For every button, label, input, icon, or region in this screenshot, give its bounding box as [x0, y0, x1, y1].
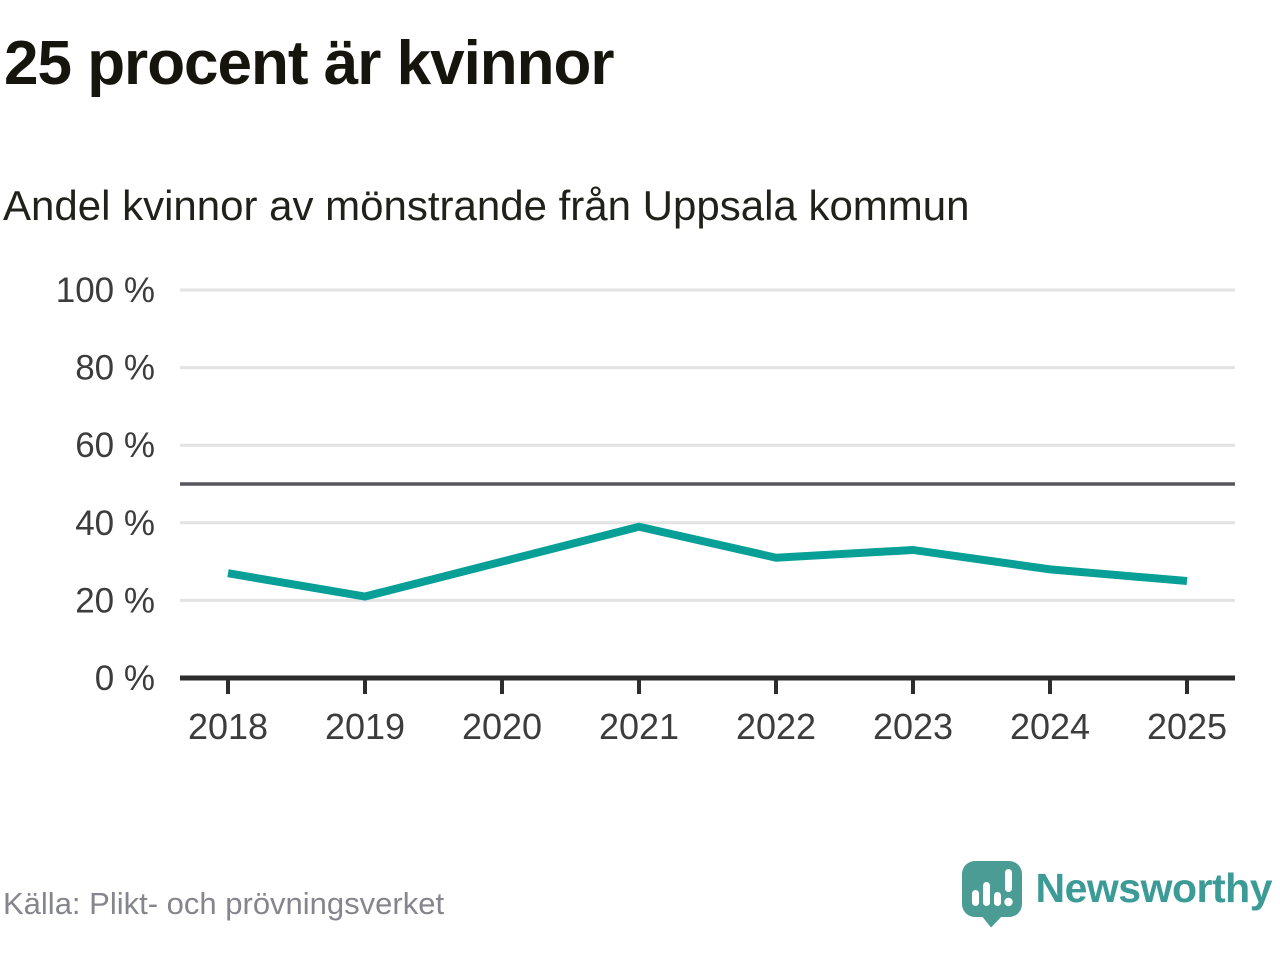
- chart-title: 25 procent är kvinnor: [4, 29, 615, 98]
- chart-subtitle: Andel kvinnor av mönstrande från Uppsala…: [3, 182, 970, 229]
- x-axis-label-2023: 2023: [873, 706, 953, 747]
- y-axis-label-80: 80 %: [75, 349, 155, 388]
- line-chart: 2018 2019 2020 2021 2022 2023 2024 2025 0 % 20 % 4…: [56, 271, 1235, 747]
- x-axis-label-2018: 2018: [188, 706, 268, 747]
- newsworthy-bubble-barchart-icon: [961, 861, 1022, 928]
- y-axis-label-40: 40 %: [75, 504, 155, 543]
- x-axis-label-2019: 2019: [325, 706, 405, 747]
- y-axis-label-60: 60 %: [75, 426, 155, 465]
- x-axis-label-2020: 2020: [462, 706, 542, 747]
- x-axis-label-2021: 2021: [599, 706, 679, 747]
- y-axis-label-0: 0 %: [95, 659, 155, 698]
- y-axis-label-100: 100 %: [56, 271, 155, 310]
- newsworthy-wordmark: Newsworthy: [1035, 864, 1273, 911]
- y-axis-label-20: 20 %: [75, 581, 155, 620]
- x-axis-label-2025: 2025: [1147, 706, 1227, 747]
- data-line-andel-kvinnor-av-mönstrande: [227, 522, 1188, 601]
- x-axis-label-2024: 2024: [1010, 706, 1090, 747]
- source-text: Källa: Plikt- och prövningsverket: [3, 886, 445, 921]
- newsworthy-logo: Newsworthy: [960, 858, 1273, 928]
- x-axis-label-2022: 2022: [736, 706, 816, 747]
